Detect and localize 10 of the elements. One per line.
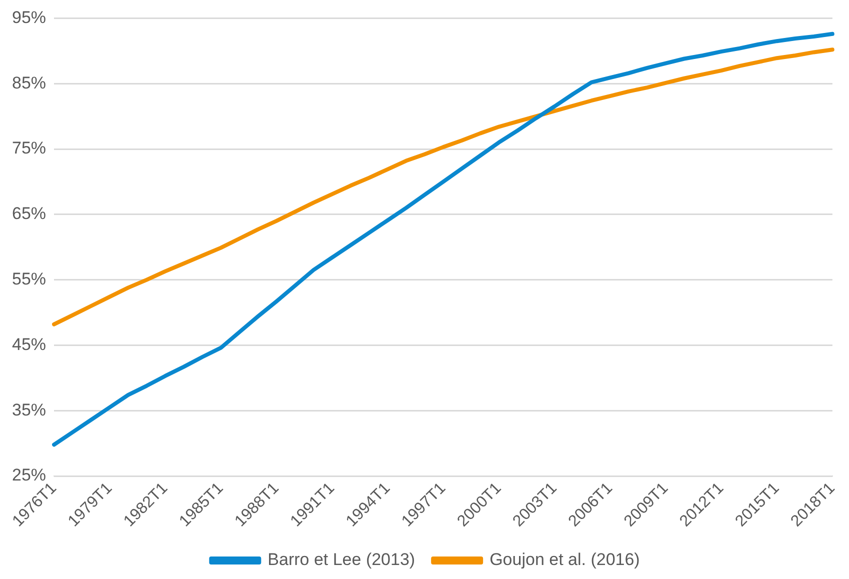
y-tick-label: 85% (12, 73, 46, 92)
y-tick-label: 45% (12, 334, 46, 354)
y-tick-label: 25% (12, 466, 46, 485)
y-tick-label: 75% (12, 138, 46, 158)
y-tick-label: 95% (12, 8, 46, 27)
legend-label: Barro et Lee (2013) (268, 550, 416, 570)
y-tick-label: 55% (12, 270, 46, 289)
y-tick-label: 65% (12, 204, 46, 224)
y-tick-label: 35% (12, 400, 46, 420)
legend-label: Goujon et al. (2016) (490, 550, 640, 570)
